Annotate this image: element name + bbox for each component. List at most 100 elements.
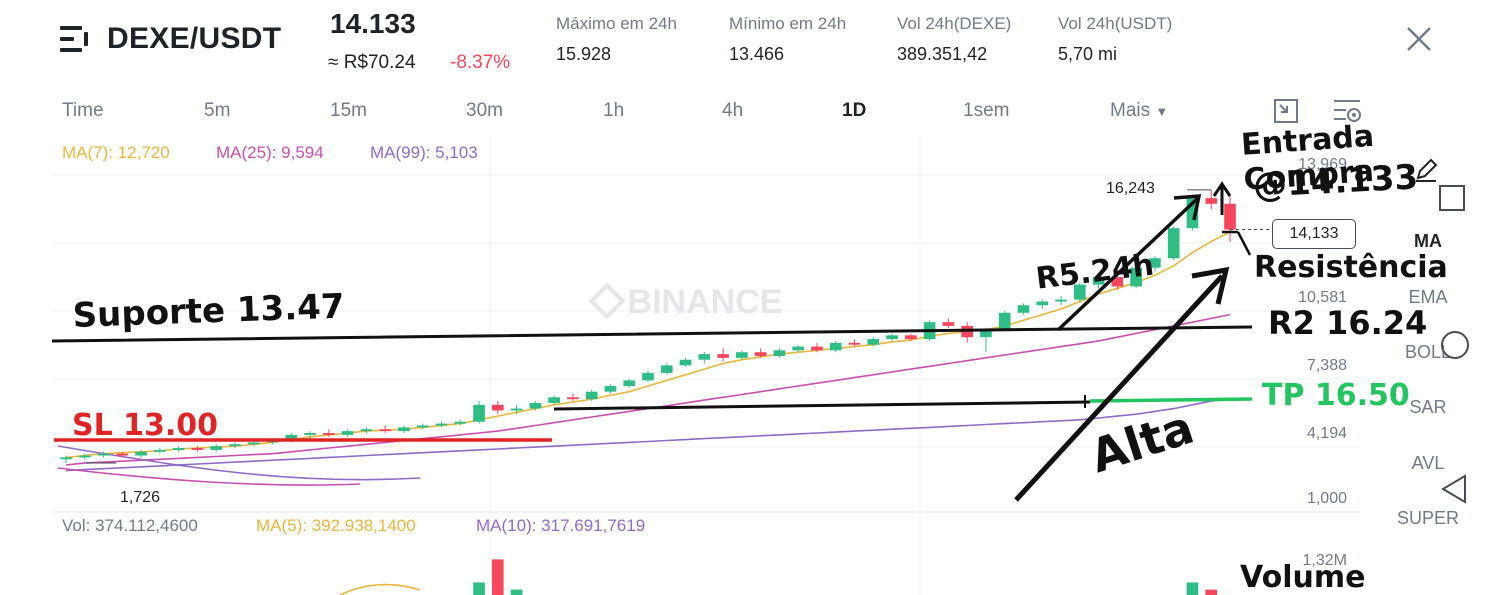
indicator-sar[interactable]: SAR xyxy=(1409,397,1447,417)
candle-body xyxy=(660,365,673,373)
candle-body xyxy=(1017,305,1030,313)
candle-body xyxy=(510,408,523,411)
candle-body xyxy=(886,335,898,340)
tab-more-label: Mais xyxy=(1110,100,1151,121)
stat-low-label: Mínimo em 24h xyxy=(729,14,847,33)
candle-body xyxy=(78,455,91,458)
stat-high-value: 15.928 xyxy=(556,44,612,64)
stop-loss-annotation: SL 13.00 xyxy=(72,408,219,443)
volume-bar xyxy=(491,559,504,595)
candle-body xyxy=(323,433,335,435)
candle-body xyxy=(247,442,260,445)
tab-time[interactable]: Time xyxy=(62,100,104,121)
candle-body xyxy=(360,429,373,432)
pair-symbol[interactable]: DEXE/USDT xyxy=(107,22,282,55)
pencil-icon[interactable] xyxy=(1412,156,1440,184)
candle-body xyxy=(454,421,467,424)
price-axis-label: 13,969 xyxy=(1298,156,1347,173)
candle-body xyxy=(398,427,410,432)
tab-1d[interactable]: 1D xyxy=(842,100,867,121)
candle-body xyxy=(1073,284,1086,300)
candle-body xyxy=(154,449,166,452)
volume-bar xyxy=(510,589,523,595)
tab-more[interactable]: Mais ▼ xyxy=(1110,100,1168,122)
stat-vol-quote-label: Vol 24h(USDT) xyxy=(1058,14,1173,33)
ma25-legend: MA(25): 9,594 xyxy=(216,143,324,162)
candle-body xyxy=(642,372,654,381)
volume-bar xyxy=(1186,582,1199,595)
resistance-annotation: Resistência xyxy=(1254,250,1448,285)
indicator-avl[interactable]: AVL xyxy=(1411,453,1445,473)
candle-body xyxy=(585,391,598,400)
candle-body xyxy=(1055,299,1067,302)
volume-ma5-legend: MA(5): 392.938,1400 xyxy=(256,516,416,535)
caret-down-icon: ▼ xyxy=(1155,104,1169,119)
close-icon[interactable] xyxy=(1402,22,1436,56)
candles xyxy=(60,189,1272,464)
candle-body xyxy=(116,453,129,456)
candle-body xyxy=(754,352,767,356)
tab-5m[interactable]: 5m xyxy=(204,100,231,121)
support-line xyxy=(51,325,1253,343)
candle-body xyxy=(698,354,711,360)
indicator-boll[interactable]: BOLL xyxy=(1404,342,1452,362)
tab-4h[interactable]: 4h xyxy=(722,100,744,121)
stat-low-value: 13.466 xyxy=(729,44,785,64)
candle-body xyxy=(792,346,805,351)
candle-body xyxy=(829,342,842,351)
candle-body xyxy=(867,339,880,345)
r5-arrow xyxy=(1056,196,1200,332)
candle-body xyxy=(905,335,917,340)
tab-15m[interactable]: 15m xyxy=(330,100,367,121)
candle-body xyxy=(604,386,617,392)
stat-vol-base-value: 389.351,42 xyxy=(897,44,988,64)
ma25-tail xyxy=(57,467,361,486)
price-axis-label: 1,000 xyxy=(1306,490,1347,507)
ma99-legend: MA(99): 5,103 xyxy=(370,143,478,162)
circle-tool-icon[interactable] xyxy=(1438,328,1472,362)
menu-icon[interactable] xyxy=(60,26,90,52)
candle-body xyxy=(304,433,316,435)
candle-body xyxy=(210,446,223,450)
high-marker: 16,243 xyxy=(1106,180,1155,197)
indicator-super[interactable]: SUPER xyxy=(1396,508,1459,528)
volume-annotation: Volume xyxy=(1240,560,1366,595)
candle-body xyxy=(942,322,955,326)
ma99-line xyxy=(65,398,1231,472)
current-price-tag: 14,133 xyxy=(1272,219,1356,249)
stat-vol-base-label: Vol 24h(DEXE) xyxy=(897,14,1012,33)
indicator-settings-icon[interactable] xyxy=(1332,96,1364,126)
candle-body xyxy=(1224,203,1236,230)
low-marker: 1,726 xyxy=(120,489,161,506)
tab-1sem[interactable]: 1sem xyxy=(963,100,1010,121)
ma7-legend: MA(7): 12,720 xyxy=(62,143,170,162)
take-profit-annotation: TP 16.50 xyxy=(1262,378,1410,413)
candle-body xyxy=(135,451,147,456)
candle-body xyxy=(717,354,729,358)
candle-body xyxy=(679,359,692,366)
candle-body xyxy=(416,425,429,428)
tab-30m[interactable]: 30m xyxy=(466,100,503,121)
candle-body xyxy=(172,448,185,450)
volume-bar xyxy=(1205,589,1218,595)
price-axis-label: 7,388 xyxy=(1306,357,1347,374)
candle-body xyxy=(1167,228,1180,259)
candle-body xyxy=(229,444,241,447)
candle-body xyxy=(623,380,636,387)
back-triangle-icon[interactable] xyxy=(1438,472,1470,506)
last-price: 14.133 xyxy=(330,8,416,39)
ma99-tail xyxy=(57,445,421,481)
candle-body xyxy=(473,404,485,422)
volume-bar xyxy=(473,582,485,595)
stat-high-label: Máximo em 24h xyxy=(556,14,677,33)
tab-1h[interactable]: 1h xyxy=(603,100,625,121)
chart-settings-icon[interactable] xyxy=(1272,97,1300,125)
square-tool-icon[interactable] xyxy=(1437,183,1469,213)
candle-body xyxy=(1149,258,1161,268)
volume-legend: Vol: 374.112,4600 xyxy=(62,516,198,535)
indicator-ma[interactable]: MA xyxy=(1414,231,1442,251)
take-profit-line xyxy=(1089,397,1253,403)
indicator-ema[interactable]: EMA xyxy=(1408,287,1448,307)
